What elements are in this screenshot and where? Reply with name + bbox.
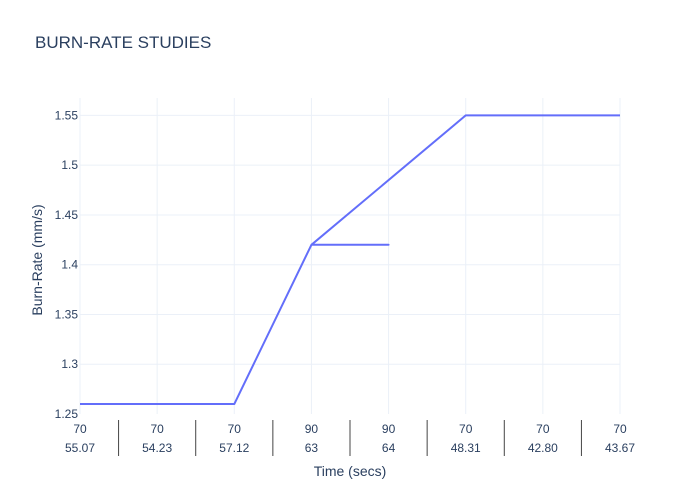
y-tick-label: 1.4 (61, 258, 78, 272)
x-tick-label-top: 70 (613, 422, 627, 436)
chart-title: BURN-RATE STUDIES (35, 33, 212, 52)
burn-rate-series-line (80, 114, 620, 406)
y-tick-label: 1.35 (55, 307, 79, 321)
x-tick-label-bottom: 54.23 (142, 441, 172, 455)
x-tick-label-top: 90 (305, 422, 319, 436)
x-tick-label-bottom: 63 (305, 441, 319, 455)
y-tick-label: 1.25 (55, 407, 79, 421)
x-tick-label-bottom: 64 (382, 441, 396, 455)
line-layer (80, 114, 620, 406)
y-tick-label: 1.3 (61, 357, 78, 371)
y-tick-labels: 1.25 1.3 1.35 1.4 1.45 1.5 1.55 (55, 108, 79, 421)
x-tick-label-top: 70 (459, 422, 473, 436)
y-tick-label: 1.5 (61, 158, 78, 172)
x-tick-label-top: 90 (382, 422, 396, 436)
y-axis-title: Burn-Rate (mm/s) (29, 204, 45, 315)
x-tick-label-bottom: 57.12 (219, 441, 249, 455)
y-tick-label: 1.45 (55, 208, 79, 222)
x-tick-label-bottom: 42.80 (528, 441, 558, 455)
grid-layer (79, 98, 621, 414)
x-tick-label-top: 70 (536, 422, 550, 436)
x-tick-labels: 70 55.07 70 54.23 70 57.12 90 63 90 64 70 48.31 70 42… (65, 420, 635, 456)
x-tick-label-bottom: 43.67 (605, 441, 635, 455)
x-tick-label-top: 70 (150, 422, 164, 436)
x-tick-label-top: 70 (73, 422, 87, 436)
x-tick-label-bottom: 48.31 (451, 441, 481, 455)
x-tick-label-top: 70 (228, 422, 242, 436)
x-tick-label-bottom: 55.07 (65, 441, 95, 455)
x-axis-title: Time (secs) (314, 463, 387, 479)
y-tick-label: 1.55 (55, 108, 79, 122)
